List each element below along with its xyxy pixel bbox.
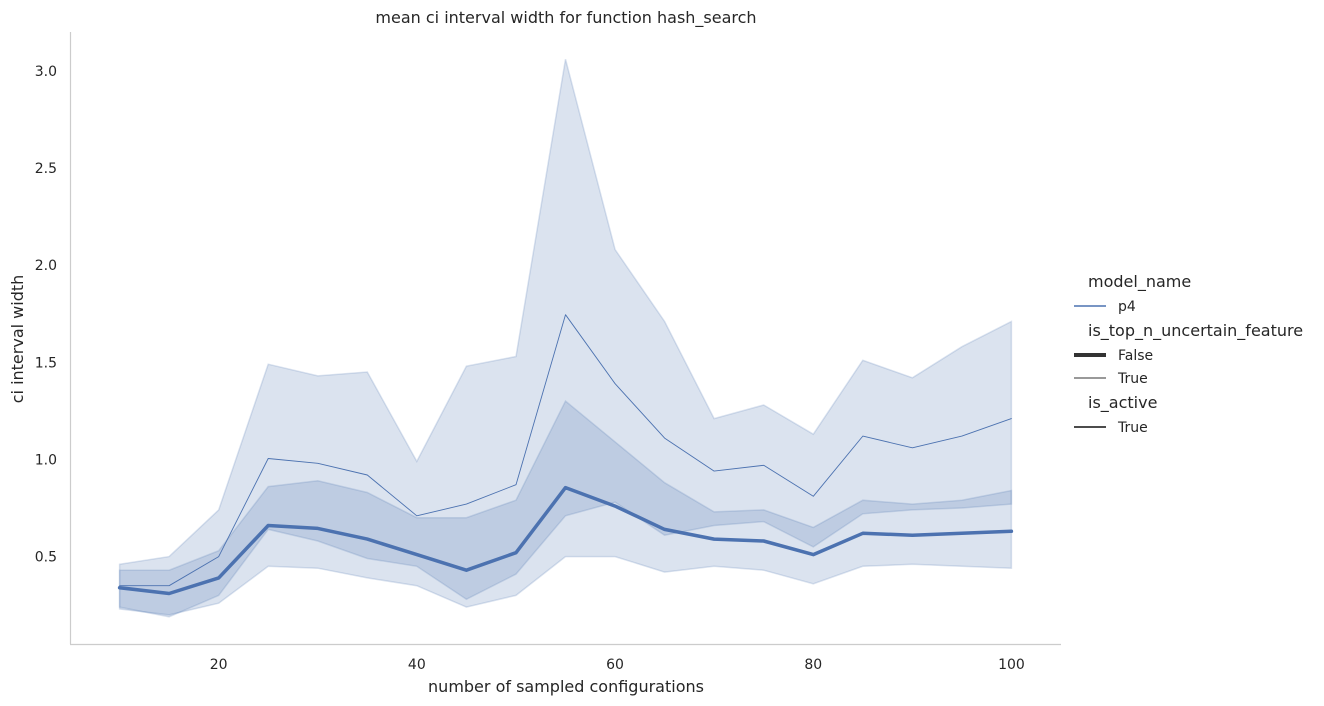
- x-ticks: 20 40 60 80 100: [210, 657, 1025, 673]
- y-tick-label: 3.0: [35, 64, 57, 80]
- legend-entry-label: p4: [1118, 299, 1136, 315]
- legend-group-title: is_active: [1088, 393, 1157, 413]
- chart-title: mean ci interval width for function hash…: [375, 8, 756, 28]
- x-tick-label: 60: [606, 657, 624, 673]
- series-line-false: [117, 485, 1014, 596]
- x-tick-label: 40: [408, 657, 426, 673]
- ci-band-true: [118, 59, 1013, 616]
- legend-entry-label: True: [1117, 420, 1148, 436]
- axes: [69, 32, 1061, 646]
- y-tick-label: 1.0: [35, 452, 57, 468]
- y-ticks: 0.5 1.0 1.5 2.0 2.5 3.0: [35, 64, 57, 566]
- legend-group-title: is_top_n_uncertain_feature: [1088, 321, 1303, 341]
- legend-entry-label: False: [1118, 348, 1153, 364]
- y-tick-label: 1.5: [35, 355, 57, 371]
- ci-bands: [118, 59, 1013, 618]
- y-axis-label: ci interval width: [8, 275, 27, 404]
- y-tick-label: 0.5: [35, 550, 57, 566]
- y-tick-label: 2.0: [35, 258, 57, 274]
- legend-group-title: model_name: [1088, 272, 1191, 292]
- x-tick-label: 20: [210, 657, 228, 673]
- x-tick-label: 100: [998, 657, 1025, 673]
- legend-entry-label: True: [1117, 371, 1148, 387]
- x-axis-label: number of sampled configurations: [428, 677, 704, 696]
- y-tick-label: 2.5: [35, 161, 57, 177]
- ci-band-false: [118, 399, 1013, 618]
- series-lines: [117, 314, 1014, 596]
- series-line-true: [119, 314, 1012, 587]
- x-tick-label: 80: [804, 657, 822, 673]
- legend: model_name p4 is_top_n_uncertain_feature Fa…: [1074, 272, 1303, 436]
